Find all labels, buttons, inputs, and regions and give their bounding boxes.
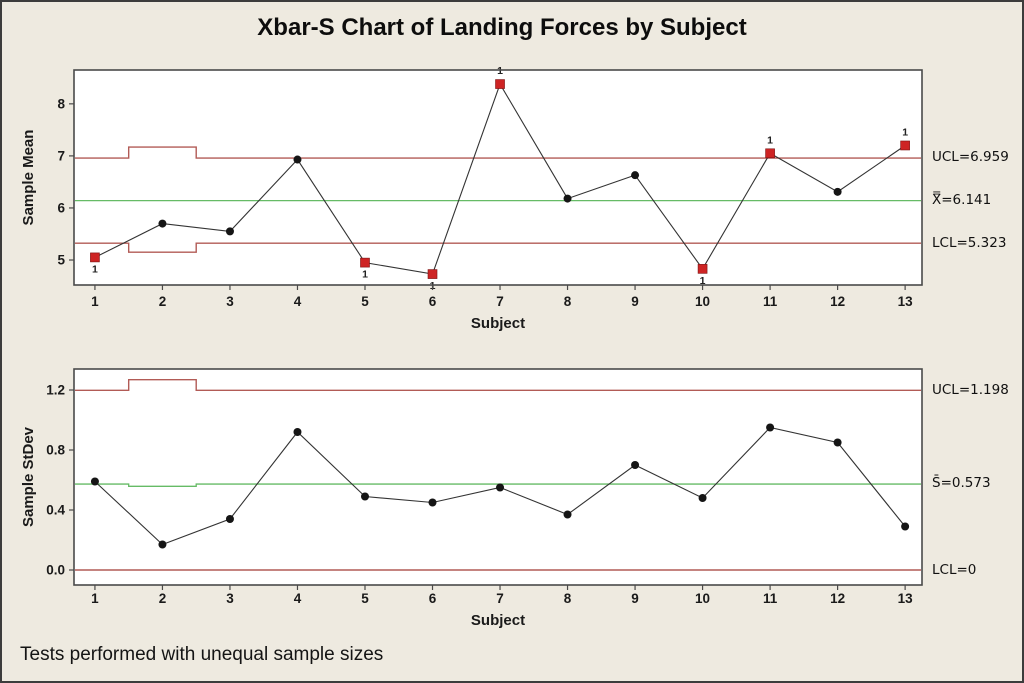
xbar-ooc-point — [427, 269, 438, 279]
svg-text:2: 2 — [159, 294, 167, 309]
chart-title: Xbar-S Chart of Landing Forces by Subjec… — [257, 14, 747, 41]
xbar-ooc-point — [90, 252, 100, 263]
s-ucl-label: UCL=1.198 — [932, 382, 1009, 398]
s-point — [293, 428, 302, 436]
svg-text:5: 5 — [361, 294, 369, 309]
s-x-axis: 1 2 3 4 5 6 7 8 9 10 11 12 13 — [91, 585, 913, 606]
svg-text:0.8: 0.8 — [46, 443, 65, 458]
svg-text:9: 9 — [631, 294, 639, 309]
xbar-frame — [73, 69, 923, 286]
svg-text:12: 12 — [830, 591, 845, 606]
svg-text:3: 3 — [226, 591, 234, 606]
svg-text:10: 10 — [695, 591, 710, 606]
svg-text:5: 5 — [57, 253, 65, 268]
s-ucl-line — [75, 378, 921, 391]
s-point — [833, 438, 842, 447]
xbar-point — [563, 194, 572, 203]
s-center-line — [75, 483, 921, 487]
xbar-point — [158, 219, 167, 228]
xbar-point — [631, 171, 640, 180]
xbar-ooc-flag: 1 — [700, 275, 706, 287]
xbar-ooc-point — [360, 257, 370, 268]
s-series-line — [94, 426, 906, 546]
s-point — [90, 477, 99, 486]
xbar-x-axis: 1 2 3 4 5 6 7 8 9 10 11 12 13 — [91, 285, 913, 309]
s-frame — [73, 368, 923, 586]
xbar-ooc-point — [697, 264, 708, 274]
svg-text:4: 4 — [294, 591, 302, 606]
s-point — [225, 515, 234, 523]
xbar-ooc-point — [495, 79, 505, 89]
s-lcl-label: LCL=0 — [932, 562, 977, 578]
svg-text:1: 1 — [91, 294, 99, 309]
s-ylabel: Sample StDev — [20, 426, 37, 527]
svg-text:0.0: 0.0 — [46, 563, 65, 578]
s-point — [496, 483, 505, 492]
xbar-lcl-label: LCL=5.323 — [932, 235, 1007, 251]
xbar-point — [833, 187, 842, 196]
svg-text:13: 13 — [898, 294, 914, 309]
s-chart: 1 2 3 4 5 6 7 8 9 10 11 12 130.00.40.81.2SubjectSamp… — [20, 368, 923, 629]
s-y-axis: 0.0 0.4 0.8 1.2 — [46, 383, 74, 578]
xbar-series-line — [94, 82, 906, 275]
svg-text:1: 1 — [91, 591, 99, 606]
svg-text:5: 5 — [361, 591, 369, 606]
svg-text:7: 7 — [57, 148, 65, 163]
xbar-ooc-flag: 1 — [497, 65, 503, 77]
svg-text:11: 11 — [763, 294, 778, 309]
xbar-ucl-label: UCL=6.959 — [932, 149, 1009, 165]
svg-text:6: 6 — [57, 200, 65, 215]
s-plot-area — [74, 369, 922, 585]
svg-text:1.2: 1.2 — [46, 383, 65, 398]
svg-text:10: 10 — [695, 294, 710, 309]
xbar-point — [293, 155, 302, 164]
svg-text:8: 8 — [564, 294, 572, 309]
svg-text:9: 9 — [631, 591, 639, 606]
svg-text:6: 6 — [429, 591, 437, 606]
svg-text:8: 8 — [57, 96, 65, 111]
s-point — [631, 461, 640, 469]
svg-text:13: 13 — [898, 591, 914, 606]
xbar-ooc-flag: 1 — [767, 134, 773, 146]
s-point — [901, 522, 910, 531]
s-xlabel: Subject — [471, 612, 525, 629]
svg-text:8: 8 — [564, 591, 572, 606]
svg-text:4: 4 — [294, 294, 302, 309]
s-point — [428, 498, 437, 507]
svg-text:7: 7 — [496, 591, 504, 606]
xbar-ooc-flag: 1 — [430, 280, 436, 292]
svg-text:2: 2 — [159, 591, 167, 606]
xbar-plot-area — [74, 70, 922, 285]
xbar-ooc-flag: 1 — [92, 263, 98, 275]
xbar-point — [225, 227, 234, 236]
xbar-center-label: X̿=6.141 — [932, 192, 992, 208]
svg-text:12: 12 — [830, 294, 845, 309]
xbar-ooc-point — [900, 140, 910, 151]
svg-text:3: 3 — [226, 294, 234, 309]
s-point — [158, 540, 167, 549]
xbar-ooc-flag: 1 — [902, 126, 908, 138]
xbar-ylabel: Sample Mean — [20, 130, 37, 226]
s-center-label: S̄=0.573 — [932, 475, 991, 491]
s-point — [563, 510, 572, 519]
s-point — [360, 492, 369, 501]
xbar-xlabel: Subject — [471, 315, 525, 332]
svg-text:0.4: 0.4 — [46, 503, 65, 518]
xbar-ooc-flag: 1 — [362, 269, 368, 281]
svg-text:6: 6 — [429, 294, 437, 309]
svg-text:11: 11 — [763, 591, 778, 606]
xbar-lcl-line — [75, 242, 921, 253]
footer-note: Tests performed with unequal sample size… — [20, 644, 384, 665]
xbar-y-axis: 5 6 7 8 — [57, 96, 74, 268]
svg-text:7: 7 — [496, 294, 504, 309]
s-point — [698, 494, 707, 502]
xbar-ucl-line — [75, 146, 921, 159]
s-point — [766, 423, 775, 432]
xbar-ooc-point — [765, 148, 775, 159]
